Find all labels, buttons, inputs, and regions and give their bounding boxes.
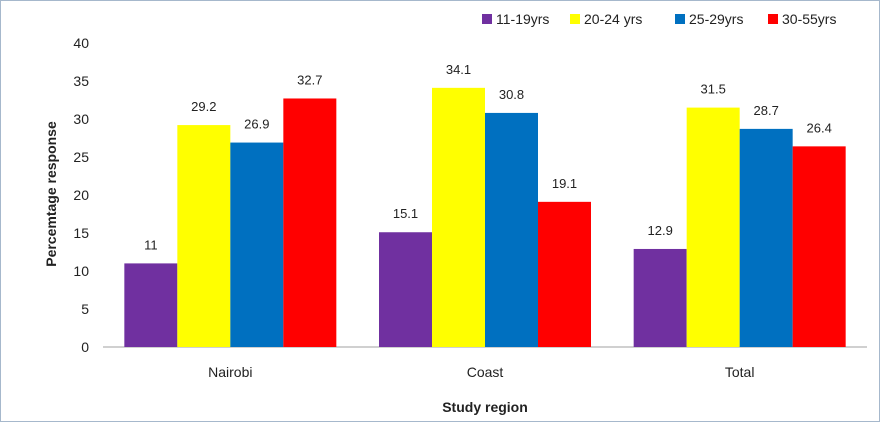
x-axis-categories: Nairobi Coast Total <box>208 364 754 380</box>
y-tick-label: 30 <box>73 111 89 127</box>
bar-coast-series-1 <box>379 232 432 347</box>
data-label: 12.9 <box>648 223 673 238</box>
data-label: 26.9 <box>244 117 269 132</box>
y-axis-ticks: 0 5 10 15 20 25 30 35 40 <box>73 35 89 355</box>
x-category-label: Nairobi <box>208 364 252 380</box>
bar-nairobi-series-3 <box>230 142 284 347</box>
bar-nairobi-series-1 <box>124 263 178 347</box>
data-label: 31.5 <box>701 82 726 97</box>
y-axis-title: Percemtage response <box>43 121 59 267</box>
data-label: 15.1 <box>393 206 418 221</box>
data-label: 28.7 <box>754 103 779 118</box>
bar-nairobi-series-4 <box>283 98 337 347</box>
legend-swatch <box>768 14 778 24</box>
bar-nairobi-series-2 <box>177 125 231 347</box>
bar-total-series-2 <box>686 107 740 347</box>
y-tick-label: 10 <box>73 263 89 279</box>
legend-swatch <box>482 14 492 24</box>
y-tick-label: 15 <box>73 225 89 241</box>
legend-swatch <box>570 14 580 24</box>
legend-entry: 30-55yrs <box>782 11 836 27</box>
legend-entry: 11-19yrs <box>496 11 549 27</box>
y-tick-label: 0 <box>81 339 89 355</box>
bar-total-series-1 <box>633 248 687 347</box>
data-label: 32.7 <box>297 72 322 87</box>
y-tick-label: 25 <box>73 149 89 165</box>
legend-entry: 20-24 yrs <box>584 11 642 27</box>
data-label: 29.2 <box>191 99 216 114</box>
bars <box>124 87 846 347</box>
y-tick-label: 40 <box>73 35 89 51</box>
y-tick-label: 5 <box>81 301 89 317</box>
data-label: 11 <box>144 237 158 252</box>
x-category-label: Coast <box>467 364 504 380</box>
y-tick-label: 35 <box>73 73 89 89</box>
legend-swatch <box>675 14 685 24</box>
data-labels: 11 29.2 26.9 32.7 15.1 34.1 30.8 19.1 12.9 31.5 28… <box>144 62 832 253</box>
legend: 11-19yrs 20-24 yrs 25-29yrs 30-55yrs <box>482 11 836 27</box>
data-label: 26.4 <box>807 120 832 135</box>
y-tick-label: 20 <box>73 187 89 203</box>
bar-coast-series-4 <box>538 201 591 347</box>
bar-total-series-4 <box>792 146 846 347</box>
data-label: 30.8 <box>499 87 524 102</box>
bar-total-series-3 <box>739 128 793 347</box>
x-category-label: Total <box>725 364 755 380</box>
legend-entry: 25-29yrs <box>689 11 743 27</box>
data-label: 34.1 <box>446 62 471 77</box>
bar-coast-series-2 <box>432 87 485 347</box>
data-label: 19.1 <box>552 176 577 191</box>
bar-coast-series-3 <box>485 112 538 347</box>
x-axis-title: Study region <box>442 399 528 415</box>
